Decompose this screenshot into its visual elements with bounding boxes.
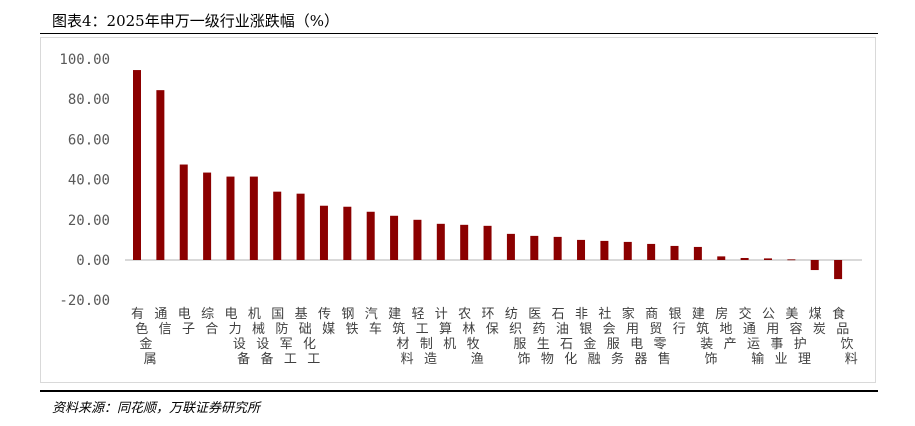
- chart-frame: [40, 37, 876, 383]
- bar-汽车: [366, 211, 375, 260]
- bar-环保: [483, 225, 492, 260]
- bar-通信: [156, 90, 165, 260]
- x-tick-label: 综合: [201, 307, 218, 337]
- bar-传媒: [319, 205, 328, 260]
- bar-家用电器: [623, 241, 632, 260]
- x-tick-label: 环保: [482, 307, 499, 337]
- bottom-divider: [40, 390, 878, 392]
- x-tick-label: 建筑装饰: [692, 307, 718, 367]
- bar-银行: [670, 245, 679, 260]
- source-note: 资料来源：同花顺，万联证券研究所: [52, 401, 261, 416]
- x-tick-label: 基础化工: [295, 307, 321, 367]
- x-tick-label: 公用事业: [762, 307, 788, 367]
- bar-计算机: [436, 223, 445, 260]
- x-tick-label: 非银金融: [575, 307, 601, 367]
- bar-商贸零售: [647, 243, 656, 260]
- bar-公用事业: [763, 258, 772, 260]
- y-tick-label: 20.00: [68, 213, 110, 229]
- x-tick-label: 石油石化: [552, 307, 578, 367]
- bar-综合: [203, 172, 212, 260]
- x-tick-label: 银行: [669, 307, 686, 337]
- bar-钢铁: [343, 206, 352, 260]
- figure-title: 图表4：2025年申万一级行业涨跌幅（%）: [52, 12, 339, 30]
- bar-纺织服饰: [506, 233, 515, 260]
- bar-基础化工: [296, 193, 305, 260]
- x-tick-label: 医药生物: [528, 307, 554, 367]
- y-tick-label: 0.00: [76, 253, 110, 269]
- y-tick-label: -20.00: [59, 293, 110, 309]
- bar-农林牧渔: [460, 224, 469, 260]
- x-tick-label: 钢铁: [341, 307, 358, 337]
- x-tick-label: 美容护理: [785, 307, 811, 367]
- bar-建筑装饰: [693, 246, 702, 260]
- bar-医药生物: [530, 235, 539, 260]
- bar-轻工制造: [413, 219, 422, 260]
- x-tick-label: 社会服务: [598, 306, 624, 367]
- x-tick-label: 国防军工: [271, 307, 297, 367]
- bar-建筑材料: [390, 215, 399, 260]
- bar-电力设备: [226, 176, 235, 260]
- bar-社会服务: [600, 240, 609, 260]
- x-tick-label: 建筑材料: [388, 307, 414, 367]
- x-tick-label: 家用电器: [622, 306, 648, 367]
- y-tick-label: 100.00: [59, 52, 110, 68]
- bar-食品饮料: [834, 260, 843, 280]
- bar-煤炭: [810, 260, 819, 271]
- x-tick-label: 电力设备: [224, 307, 250, 367]
- y-tick-label: 60.00: [68, 132, 110, 148]
- y-tick-label: 80.00: [68, 92, 110, 108]
- x-tick-label: 交通运输: [739, 306, 765, 367]
- x-tick-label: 计算机: [435, 307, 456, 352]
- x-tick-label: 机械设备: [248, 307, 274, 367]
- top-divider: [40, 33, 878, 34]
- x-tick-label: 轻工制造: [411, 307, 437, 367]
- x-tick-label: 传媒: [318, 307, 335, 337]
- x-tick-label: 电子: [178, 307, 195, 337]
- bar-石油石化: [553, 236, 562, 260]
- bar-国防军工: [273, 191, 282, 260]
- bar-交通运输: [740, 257, 749, 260]
- bar-非银金融: [577, 239, 586, 260]
- x-tick-label: 有色金属: [131, 307, 157, 367]
- bar-机械设备: [249, 176, 258, 260]
- bar-电子: [179, 164, 188, 260]
- bar-美容护理: [787, 259, 796, 261]
- y-tick-label: 40.00: [68, 173, 110, 189]
- x-tick-label: 纺织服饰: [505, 307, 531, 367]
- x-tick-label: 汽车: [365, 307, 382, 337]
- x-tick-label: 煤炭: [809, 307, 826, 337]
- x-tick-label: 通信: [154, 307, 171, 337]
- bar-有色金属: [133, 70, 141, 261]
- x-tick-label: 房地产: [715, 306, 736, 352]
- bar-房地产: [717, 256, 726, 260]
- x-tick-label: 商贸零售: [645, 307, 671, 367]
- x-tick-label: 农林牧渔: [458, 307, 484, 367]
- x-tick-label: 食品饮料: [832, 306, 858, 367]
